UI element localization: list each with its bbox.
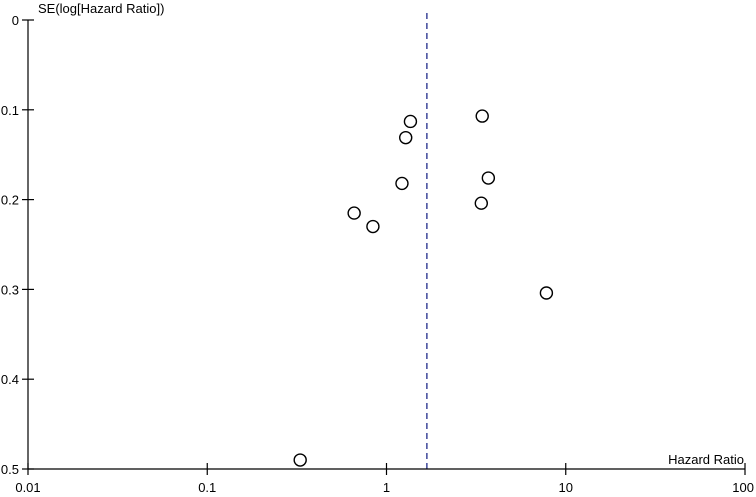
y-tick-label: 0.3	[1, 282, 19, 297]
y-tick-label: 0.1	[1, 103, 19, 118]
x-tick-label: 0.01	[15, 480, 40, 495]
study-point	[399, 130, 413, 145]
study-point	[366, 219, 380, 234]
x-tick-label: 1	[383, 480, 390, 495]
y-tick-label: 0.5	[1, 462, 19, 477]
y-tick-label: 0	[12, 13, 19, 28]
study-point	[475, 109, 489, 123]
study-point	[347, 206, 361, 220]
study-point	[481, 171, 496, 185]
study-point	[293, 453, 307, 467]
x-tick-label: 10	[559, 480, 573, 495]
study-point	[395, 176, 409, 191]
study-point	[403, 114, 418, 129]
y-axis-title: SE(log[Hazard Ratio])	[38, 1, 164, 16]
y-tick-label: 0.4	[1, 372, 19, 387]
x-tick-label: 100	[732, 480, 754, 495]
y-tick-label: 0.2	[1, 193, 19, 208]
x-axis-title: Hazard Ratio	[668, 452, 744, 467]
study-point	[474, 196, 489, 210]
x-tick-label: 0.1	[198, 480, 216, 495]
study-point	[539, 286, 554, 300]
